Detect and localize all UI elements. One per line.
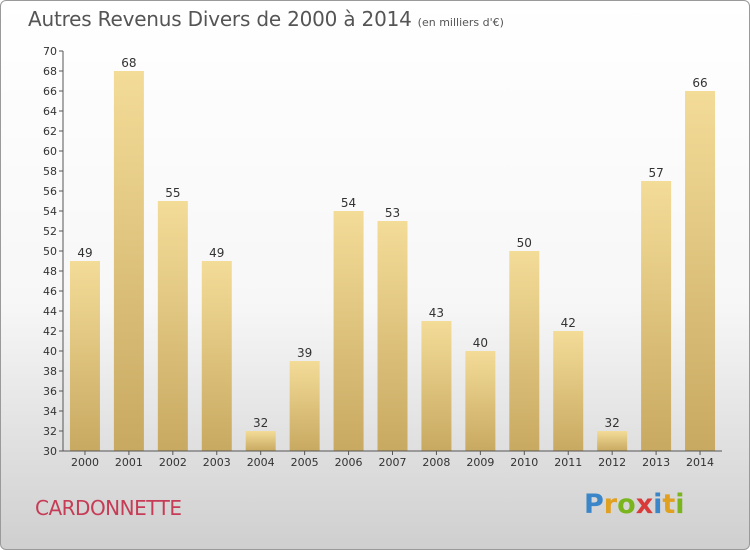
logo-letter: x xyxy=(635,489,654,520)
y-tick-label-48: 48 xyxy=(43,265,57,278)
data-label-2014: 66 xyxy=(692,76,707,90)
proxiti-logo: Proxiti xyxy=(584,489,685,520)
bar-2009 xyxy=(465,351,496,451)
data-label-2013: 57 xyxy=(648,166,663,180)
data-label-2003: 49 xyxy=(209,246,224,260)
y-tick-label-70: 70 xyxy=(43,45,57,58)
chart-title: Autres Revenus Divers de 2000 à 2014 xyxy=(28,7,412,31)
data-label-2010: 50 xyxy=(517,236,532,250)
x-tick-label-2012: 2012 xyxy=(598,456,626,469)
y-tick-label-60: 60 xyxy=(43,145,57,158)
data-label-2001: 68 xyxy=(121,56,136,70)
data-label-2011: 42 xyxy=(561,316,576,330)
bar-2010 xyxy=(509,251,540,451)
bar-2003 xyxy=(201,261,232,451)
data-label-2007: 53 xyxy=(385,206,400,220)
logo-letter: o xyxy=(617,489,636,520)
y-tick-label-42: 42 xyxy=(43,325,57,338)
logo-letter: i xyxy=(675,489,685,520)
logo-letter: i xyxy=(653,489,663,520)
x-tick-label-2005: 2005 xyxy=(291,456,319,469)
y-tick-label-32: 32 xyxy=(43,425,57,438)
y-tick-label-46: 46 xyxy=(43,285,57,298)
y-tick-label-56: 56 xyxy=(43,185,57,198)
x-tick-label-2003: 2003 xyxy=(203,456,231,469)
bar-2014 xyxy=(685,91,716,451)
y-tick-label-30: 30 xyxy=(43,445,57,458)
y-tick-label-40: 40 xyxy=(43,345,57,358)
bar-2004 xyxy=(245,431,276,451)
bar-2007 xyxy=(377,221,408,451)
bar-2000 xyxy=(69,261,100,451)
y-tick-label-54: 54 xyxy=(43,205,57,218)
data-label-2002: 55 xyxy=(165,186,180,200)
logo-letter: r xyxy=(603,489,618,520)
y-tick-label-38: 38 xyxy=(43,365,57,378)
y-tick-label-68: 68 xyxy=(43,65,57,78)
y-tick-label-52: 52 xyxy=(43,225,57,238)
y-tick-label-66: 66 xyxy=(43,85,57,98)
x-tick-label-2004: 2004 xyxy=(247,456,275,469)
logo-letter: P xyxy=(584,489,604,520)
x-tick-label-2006: 2006 xyxy=(335,456,363,469)
bar-2001 xyxy=(113,71,144,451)
commune-name: CARDONNETTE xyxy=(35,496,182,520)
bar-2002 xyxy=(157,201,188,451)
y-tick-label-50: 50 xyxy=(43,245,57,258)
bar-2006 xyxy=(333,211,364,451)
chart-title-group: Autres Revenus Divers de 2000 à 2014 (en … xyxy=(28,7,504,31)
bar-2008 xyxy=(421,321,452,451)
x-tick-label-2001: 2001 xyxy=(115,456,143,469)
data-label-2008: 43 xyxy=(429,306,444,320)
x-tick-label-2013: 2013 xyxy=(642,456,670,469)
bar-2012 xyxy=(597,431,628,451)
x-tick-label-2014: 2014 xyxy=(686,456,714,469)
y-tick-label-62: 62 xyxy=(43,125,57,138)
y-tick-label-44: 44 xyxy=(43,305,57,318)
bar-2005 xyxy=(289,361,320,451)
x-tick-label-2007: 2007 xyxy=(379,456,407,469)
x-tick-label-2000: 2000 xyxy=(71,456,99,469)
bar-2011 xyxy=(553,331,584,451)
x-tick-label-2009: 2009 xyxy=(466,456,494,469)
y-tick-label-64: 64 xyxy=(43,105,57,118)
data-label-2006: 54 xyxy=(341,196,356,210)
data-label-2000: 49 xyxy=(77,246,92,260)
x-tick-label-2002: 2002 xyxy=(159,456,187,469)
chart-unit: (en milliers d'€) xyxy=(417,16,504,29)
y-tick-label-34: 34 xyxy=(43,405,57,418)
data-label-2004: 32 xyxy=(253,416,268,430)
logo-letter: t xyxy=(662,489,676,520)
data-label-2012: 32 xyxy=(605,416,620,430)
bar-2013 xyxy=(641,181,672,451)
y-tick-label-36: 36 xyxy=(43,385,57,398)
data-label-2009: 40 xyxy=(473,336,488,350)
x-tick-label-2008: 2008 xyxy=(422,456,450,469)
x-tick-label-2011: 2011 xyxy=(554,456,582,469)
x-tick-label-2010: 2010 xyxy=(510,456,538,469)
data-label-2005: 39 xyxy=(297,346,312,360)
y-tick-label-58: 58 xyxy=(43,165,57,178)
